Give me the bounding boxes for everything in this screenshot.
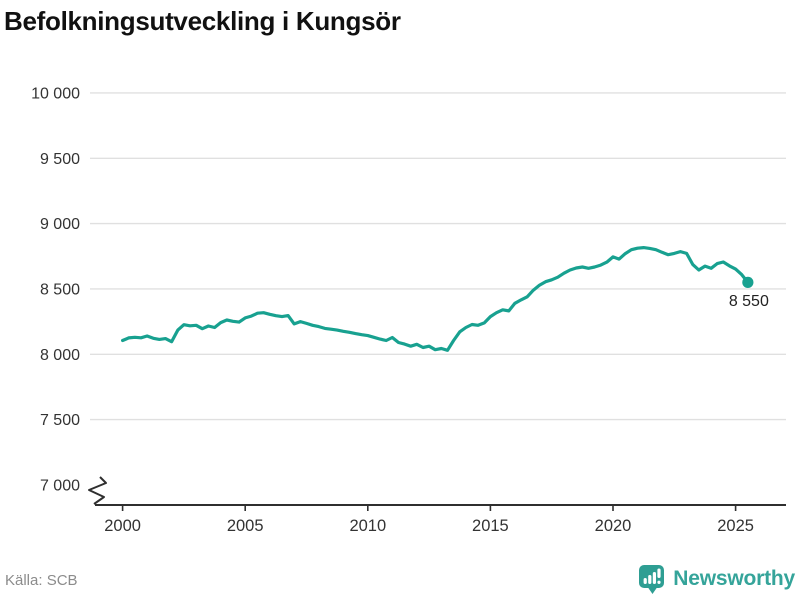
chart-title: Befolkningsutveckling i Kungsör <box>4 6 401 36</box>
y-tick-label: 7 500 <box>40 412 80 429</box>
newsworthy-logo-icon <box>639 564 665 594</box>
x-tick-label: 2010 <box>349 517 386 535</box>
y-tick-label: 9 000 <box>40 216 80 233</box>
y-tick-label: 8 500 <box>40 281 80 298</box>
y-tick-label: 9 500 <box>40 151 80 168</box>
end-point-dot <box>742 276 754 288</box>
newsworthy-wordmark: Newsworthy <box>673 567 795 590</box>
population-chart: 10 000 9 500 9 000 8 500 8 000 7 500 7 000 2000… <box>31 85 786 535</box>
y-tick-label: 8 000 <box>40 347 80 364</box>
axis-break-zigzag <box>88 476 107 505</box>
population-line <box>120 246 750 352</box>
x-tick-label: 2015 <box>472 517 509 535</box>
x-tick-label: 2025 <box>717 517 754 535</box>
source-label: Källa: SCB <box>5 572 78 589</box>
end-value-label: 8 550 <box>729 293 769 310</box>
y-tick-label: 10 000 <box>31 85 80 102</box>
x-tick-label: 2020 <box>595 517 632 535</box>
newsworthy-logo: Newsworthy <box>638 562 795 596</box>
x-tick-label: 2005 <box>227 517 264 535</box>
x-tick-label: 2000 <box>104 517 141 535</box>
y-tick-label: 7 000 <box>40 477 80 494</box>
